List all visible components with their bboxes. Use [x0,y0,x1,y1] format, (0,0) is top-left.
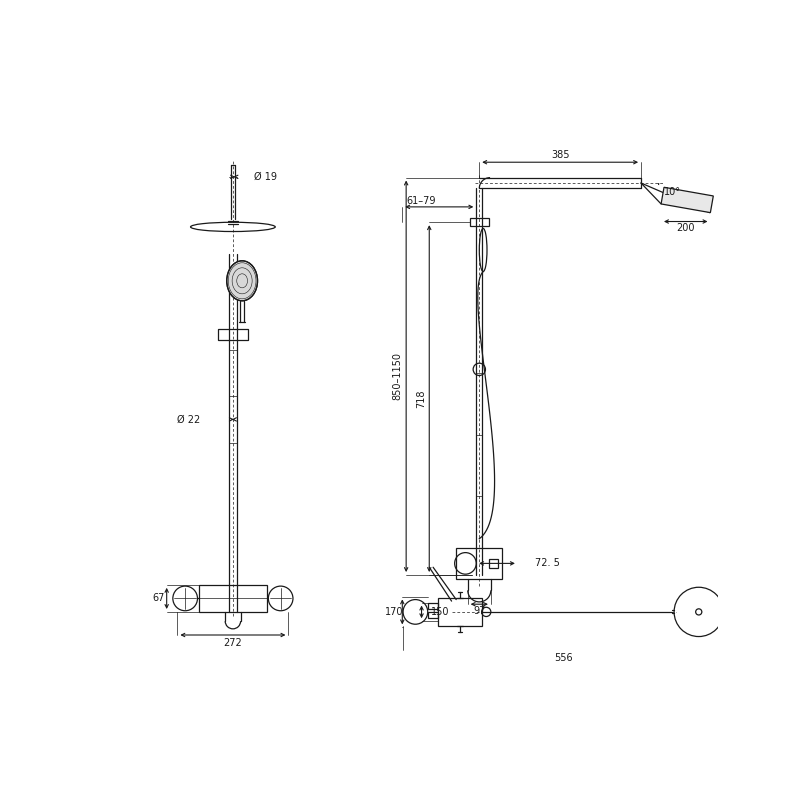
Bar [428,602,438,609]
Text: 61–79: 61–79 [407,196,436,206]
Text: 850–1150: 850–1150 [392,352,402,400]
Bar [199,585,266,612]
Bar [456,548,502,578]
Text: 200: 200 [677,223,695,234]
Polygon shape [661,187,714,213]
Bar [218,329,248,341]
Bar [489,558,498,568]
Text: 97: 97 [473,606,486,616]
Bar [428,612,438,618]
Bar [438,598,482,626]
Text: Ø 22: Ø 22 [178,414,201,424]
Text: 385: 385 [551,150,570,159]
Text: 67: 67 [153,594,165,603]
Text: Ø 19: Ø 19 [254,172,278,182]
Text: 10°: 10° [664,187,681,198]
Ellipse shape [226,261,258,301]
Text: 150: 150 [430,607,450,617]
Text: 556: 556 [554,653,573,663]
Text: 170: 170 [386,607,404,617]
Bar [470,218,489,226]
Text: 272: 272 [223,638,242,648]
Text: 72. 5: 72. 5 [534,558,560,568]
Text: 718: 718 [417,390,426,408]
